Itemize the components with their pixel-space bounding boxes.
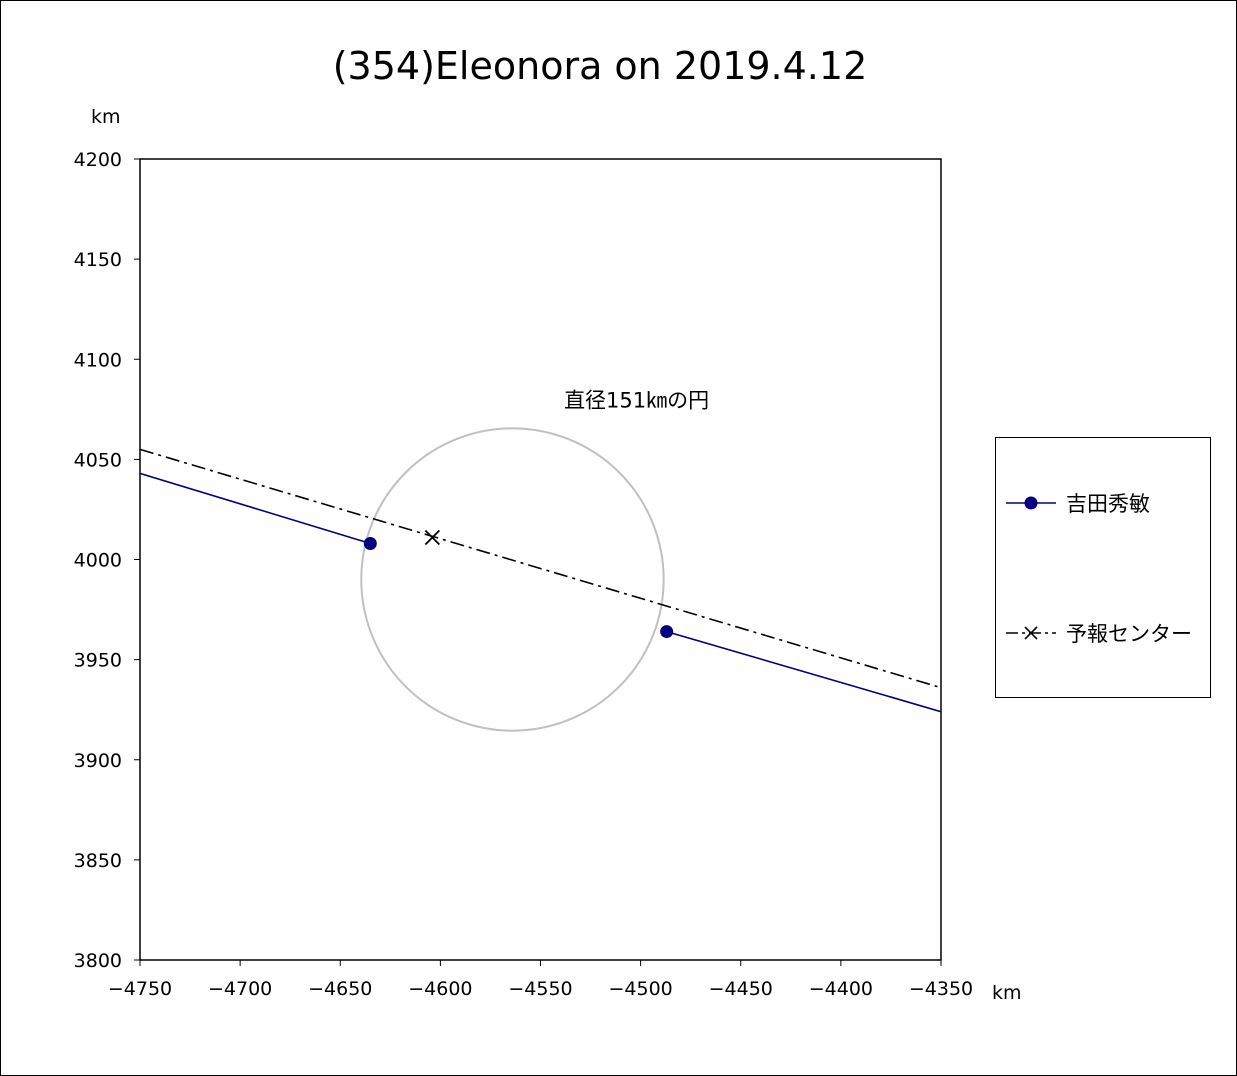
- x-tick-label: −4650: [308, 978, 372, 1000]
- y-tick-label: 3900: [74, 750, 122, 772]
- y-tick-label: 3850: [74, 850, 122, 872]
- x-tick-label: −4700: [208, 978, 272, 1000]
- legend-marker-forecast: [1006, 626, 1056, 640]
- x-tick-label: −4350: [909, 978, 973, 1000]
- y-tick-label: 4000: [74, 550, 122, 572]
- forecast-marker: [424, 529, 441, 546]
- observer-point: [660, 625, 674, 639]
- observer-segment: [666, 630, 941, 713]
- plot-area: [139, 158, 942, 961]
- y-tick-label: 4200: [74, 149, 122, 171]
- y-tick-label: 4050: [74, 449, 122, 471]
- x-tick-label: −4400: [809, 978, 873, 1000]
- circle-label: 直径151㎞の円: [564, 388, 709, 412]
- forecast-line: [140, 448, 941, 689]
- observer-point: [363, 536, 377, 550]
- x-tick-label: −4750: [108, 978, 172, 1000]
- legend-label-yoshida: 吉田秀敏: [1066, 492, 1150, 516]
- x-tick-label: −4500: [608, 978, 672, 1000]
- x-tick-label: −4600: [408, 978, 472, 1000]
- observer-segment: [140, 472, 371, 545]
- x-axis-unit: km: [992, 982, 1022, 1004]
- x-tick-label: −4450: [709, 978, 773, 1000]
- legend-item-yoshida: 吉田秀敏: [1004, 488, 1150, 518]
- chart-title: (354)Eleonora on 2019.4.12: [332, 44, 868, 88]
- y-tick-label: 3800: [74, 950, 122, 972]
- legend-label-forecast: 予報センター: [1066, 622, 1192, 646]
- y-tick-label: 4150: [74, 249, 122, 271]
- legend-marker-yoshida: [1006, 496, 1056, 510]
- y-tick-label: 3950: [74, 650, 122, 672]
- diameter-circle: [360, 427, 665, 732]
- y-axis-unit: km: [91, 106, 121, 128]
- x-tick-label: −4550: [508, 978, 572, 1000]
- legend: 吉田秀敏 予報センター: [995, 437, 1211, 698]
- y-tick-label: 4100: [74, 349, 122, 371]
- legend-item-forecast: 予報センター: [1004, 618, 1192, 648]
